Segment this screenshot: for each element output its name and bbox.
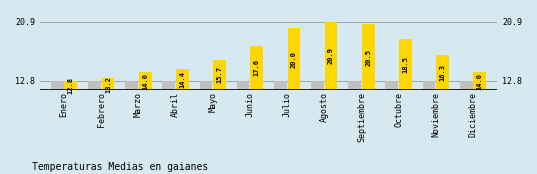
Bar bbox=[399, 39, 412, 90]
Text: 13.2: 13.2 bbox=[105, 76, 111, 93]
Bar bbox=[362, 25, 375, 90]
Text: Temperaturas Medias en gaianes: Temperaturas Medias en gaianes bbox=[32, 162, 208, 172]
Text: 12.8: 12.8 bbox=[68, 77, 74, 94]
Bar bbox=[460, 81, 473, 90]
Text: 17.6: 17.6 bbox=[253, 60, 260, 76]
Bar bbox=[386, 81, 398, 90]
Bar bbox=[176, 69, 188, 90]
Bar bbox=[101, 78, 114, 90]
Bar bbox=[162, 81, 175, 90]
Text: 20.0: 20.0 bbox=[291, 51, 297, 68]
Text: 18.5: 18.5 bbox=[402, 56, 409, 73]
Bar bbox=[200, 81, 212, 90]
Bar bbox=[436, 55, 449, 90]
Bar bbox=[88, 81, 101, 90]
Bar bbox=[325, 22, 337, 90]
Text: 14.4: 14.4 bbox=[179, 71, 185, 88]
Bar bbox=[349, 81, 361, 90]
Text: 16.3: 16.3 bbox=[440, 64, 446, 81]
Bar bbox=[274, 81, 287, 90]
Bar bbox=[64, 81, 77, 90]
Bar bbox=[237, 81, 250, 90]
Bar bbox=[125, 81, 138, 90]
Text: 14.0: 14.0 bbox=[142, 73, 148, 90]
Bar bbox=[423, 81, 436, 90]
Bar bbox=[250, 46, 263, 90]
Text: 15.7: 15.7 bbox=[216, 66, 222, 83]
Bar bbox=[311, 81, 324, 90]
Text: 20.5: 20.5 bbox=[365, 49, 371, 66]
Text: 14.0: 14.0 bbox=[477, 73, 483, 90]
Bar bbox=[213, 60, 226, 90]
Bar bbox=[139, 72, 151, 90]
Bar bbox=[474, 72, 486, 90]
Bar bbox=[51, 81, 63, 90]
Text: 20.9: 20.9 bbox=[328, 47, 334, 64]
Bar bbox=[287, 28, 300, 90]
